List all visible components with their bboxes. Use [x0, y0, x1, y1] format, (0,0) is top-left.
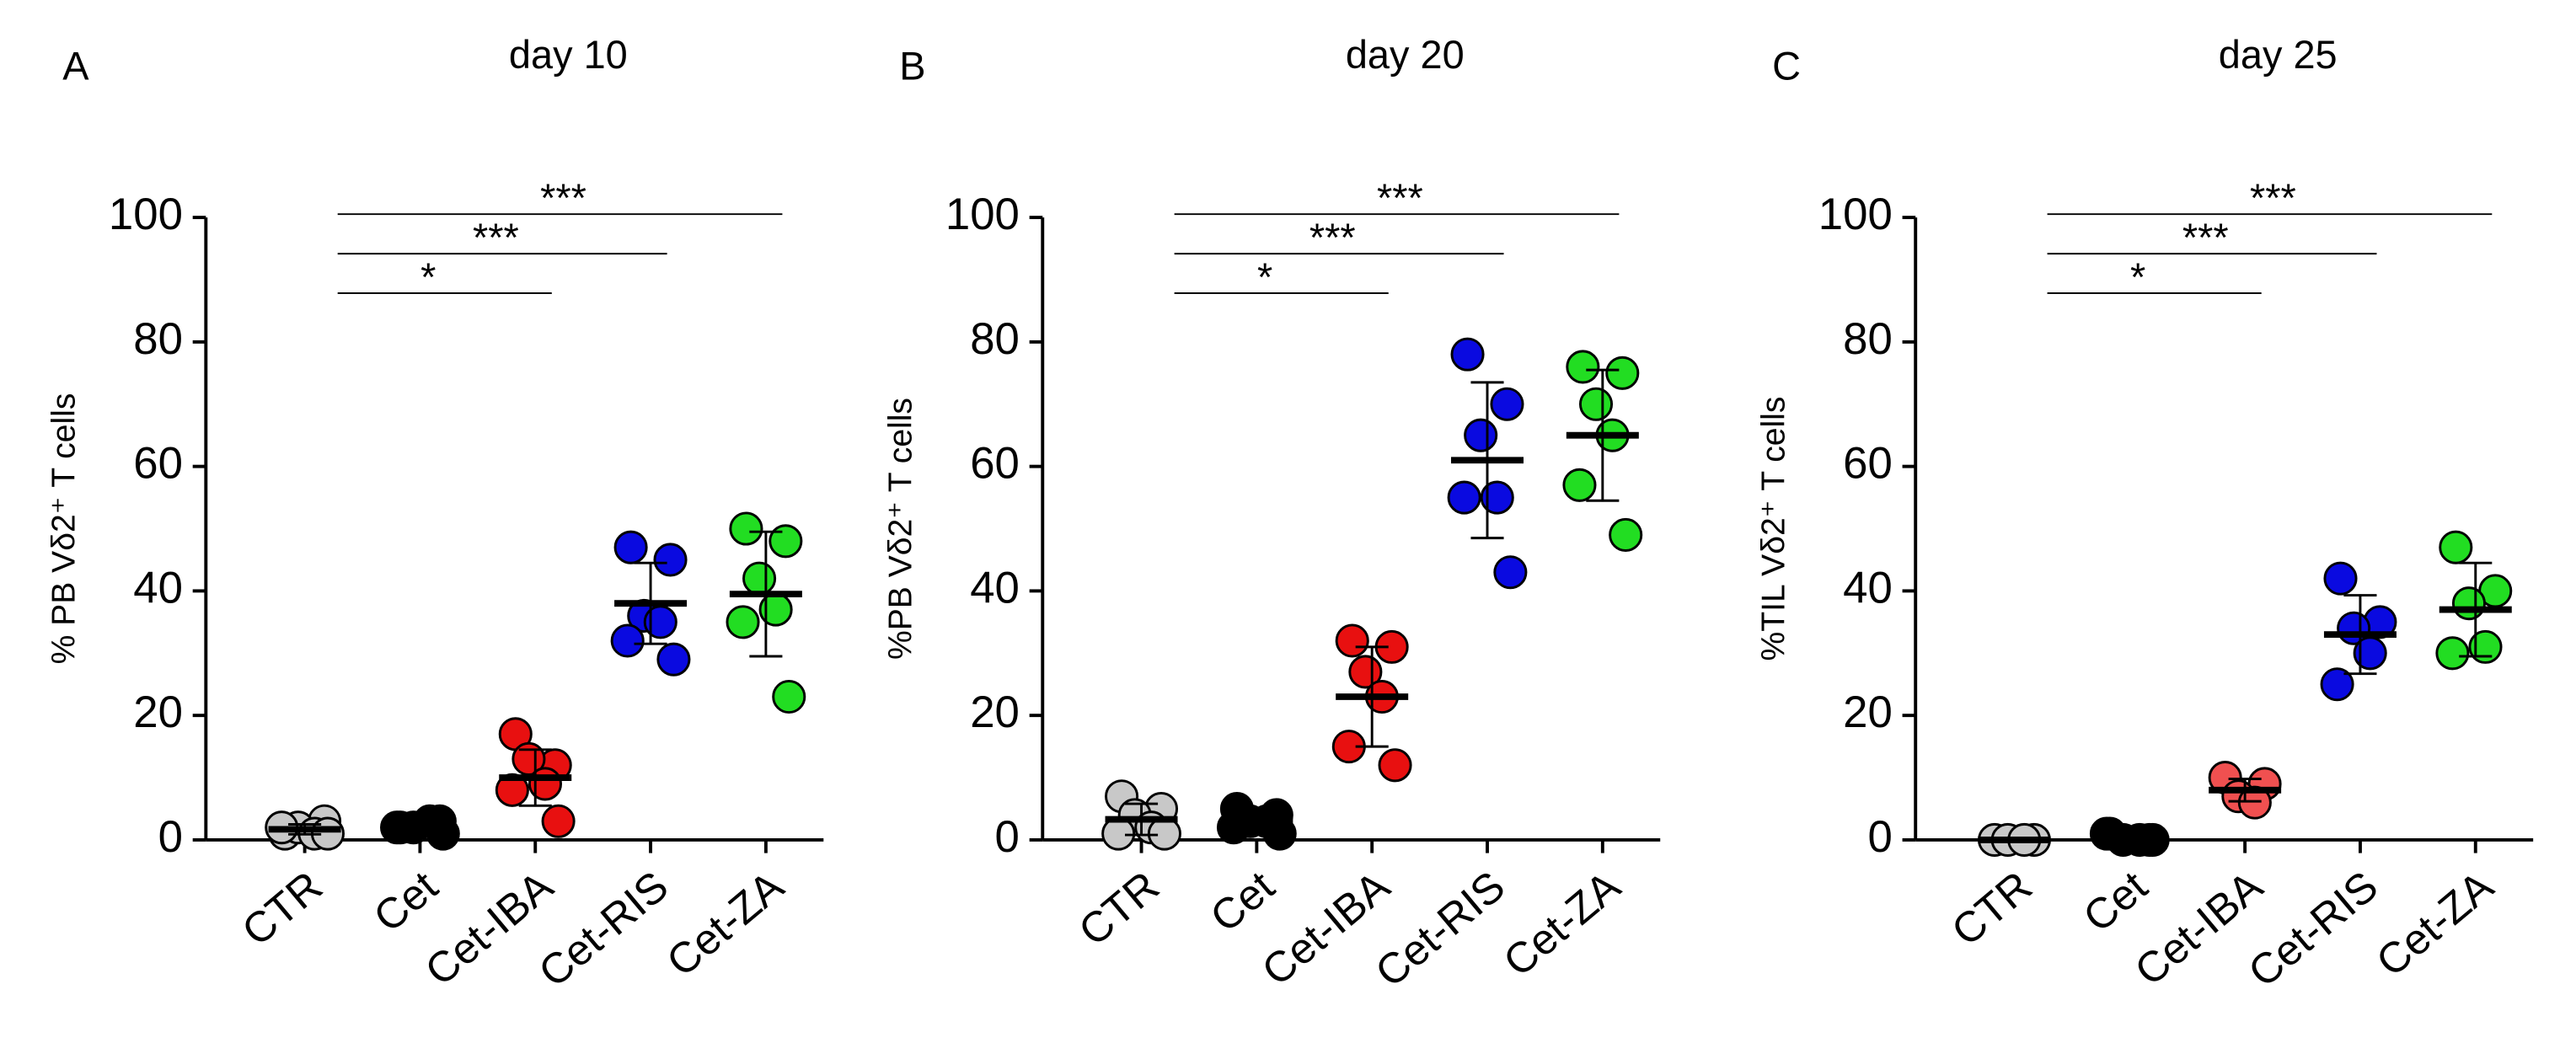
- significance-label: *: [2130, 255, 2145, 299]
- data-point: [610, 623, 645, 658]
- data-point: [541, 804, 576, 838]
- data-point: [772, 679, 806, 714]
- x-tick-label: CTR: [1942, 862, 2041, 955]
- significance-label: *: [420, 255, 436, 299]
- x-tick-label: Cet-ZA: [2367, 862, 2502, 986]
- x-tick-label: Cet-RIS: [2239, 862, 2386, 997]
- panel-letter: B: [899, 45, 925, 88]
- y-tick-label: 60: [1843, 439, 1893, 489]
- significance-label: ***: [540, 176, 586, 220]
- data-point: [2435, 636, 2470, 671]
- significance-label: ***: [2182, 216, 2229, 259]
- data-point: [726, 605, 760, 639]
- data-point: [1605, 356, 1640, 390]
- panel-title: day 25: [2219, 33, 2338, 77]
- y-tick-label: 20: [1843, 687, 1893, 737]
- y-tick-label: 40: [970, 563, 1020, 612]
- y-tick-label: 80: [133, 314, 183, 364]
- y-tick-label: 0: [995, 812, 1020, 862]
- data-point: [1335, 623, 1369, 658]
- data-point: [1464, 418, 1498, 452]
- data-point: [1450, 337, 1485, 372]
- data-point: [729, 511, 763, 546]
- x-tick-label: Cet-ZA: [1494, 862, 1629, 986]
- data-point: [656, 642, 691, 677]
- x-tick-label: Cet-RIS: [1366, 862, 1513, 997]
- y-tick-label: 60: [970, 439, 1020, 489]
- y-tick-label: 80: [970, 314, 1020, 364]
- x-tick-label: Cet-IBA: [2126, 862, 2272, 995]
- y-tick-label: 80: [1843, 314, 1893, 364]
- data-point: [1378, 748, 1412, 783]
- data-point: [1216, 810, 1251, 845]
- significance-label: ***: [2250, 176, 2296, 220]
- data-point: [1480, 480, 1514, 515]
- significance-label: *: [1257, 255, 1272, 299]
- y-axis-label: %PB Vδ2⁺ T cells: [882, 398, 918, 660]
- data-point: [2468, 629, 2503, 664]
- data-point: [2451, 586, 2486, 621]
- x-tick-label: Cet-ZA: [657, 862, 792, 986]
- y-tick-label: 0: [158, 812, 183, 862]
- data-point: [769, 524, 803, 559]
- data-point: [1490, 387, 1524, 421]
- panel-letter: A: [62, 45, 89, 88]
- significance-label: ***: [1309, 216, 1356, 259]
- y-tick-label: 100: [945, 190, 1020, 239]
- x-tick-label: Cet-IBA: [1253, 862, 1399, 995]
- data-point: [613, 530, 648, 564]
- data-point: [1609, 517, 1643, 552]
- data-point: [1147, 816, 1181, 851]
- panel-title: day 10: [509, 33, 628, 77]
- data-point: [742, 561, 777, 596]
- data-point: [1562, 468, 1597, 502]
- y-tick-label: 100: [1818, 190, 1893, 239]
- x-tick-label: Cet: [1201, 862, 1283, 941]
- y-tick-label: 40: [133, 563, 183, 612]
- data-point: [1101, 816, 1136, 851]
- data-point: [2439, 530, 2473, 564]
- y-tick-label: 0: [1867, 812, 1892, 862]
- y-axis-label: %TIL Vδ2⁺ T cells: [1755, 397, 1791, 661]
- panel-title: day 20: [1346, 33, 1465, 77]
- data-point: [2320, 667, 2354, 702]
- data-point: [1493, 555, 1528, 590]
- data-point: [653, 543, 688, 577]
- x-tick-label: CTR: [1069, 862, 1168, 955]
- y-tick-label: 20: [970, 687, 1020, 737]
- y-axis-label: % PB Vδ2⁺ T cells: [46, 393, 83, 665]
- y-tick-label: 40: [1843, 563, 1893, 612]
- data-point: [1447, 480, 1481, 515]
- x-tick-label: CTR: [233, 862, 331, 955]
- significance-label: ***: [473, 216, 519, 259]
- y-tick-label: 60: [133, 439, 183, 489]
- x-tick-label: Cet-RIS: [529, 862, 677, 997]
- data-point: [1578, 387, 1614, 421]
- data-point: [2089, 816, 2123, 851]
- data-point: [2323, 561, 2358, 596]
- data-point: [1566, 350, 1600, 384]
- panel-letter: C: [1772, 45, 1801, 88]
- x-tick-label: Cet-IBA: [416, 862, 562, 995]
- x-tick-label: Cet: [365, 862, 447, 941]
- x-tick-label: Cet: [2074, 862, 2156, 941]
- y-tick-label: 20: [133, 687, 183, 737]
- significance-label: ***: [1377, 176, 1423, 220]
- y-tick-label: 100: [109, 190, 183, 239]
